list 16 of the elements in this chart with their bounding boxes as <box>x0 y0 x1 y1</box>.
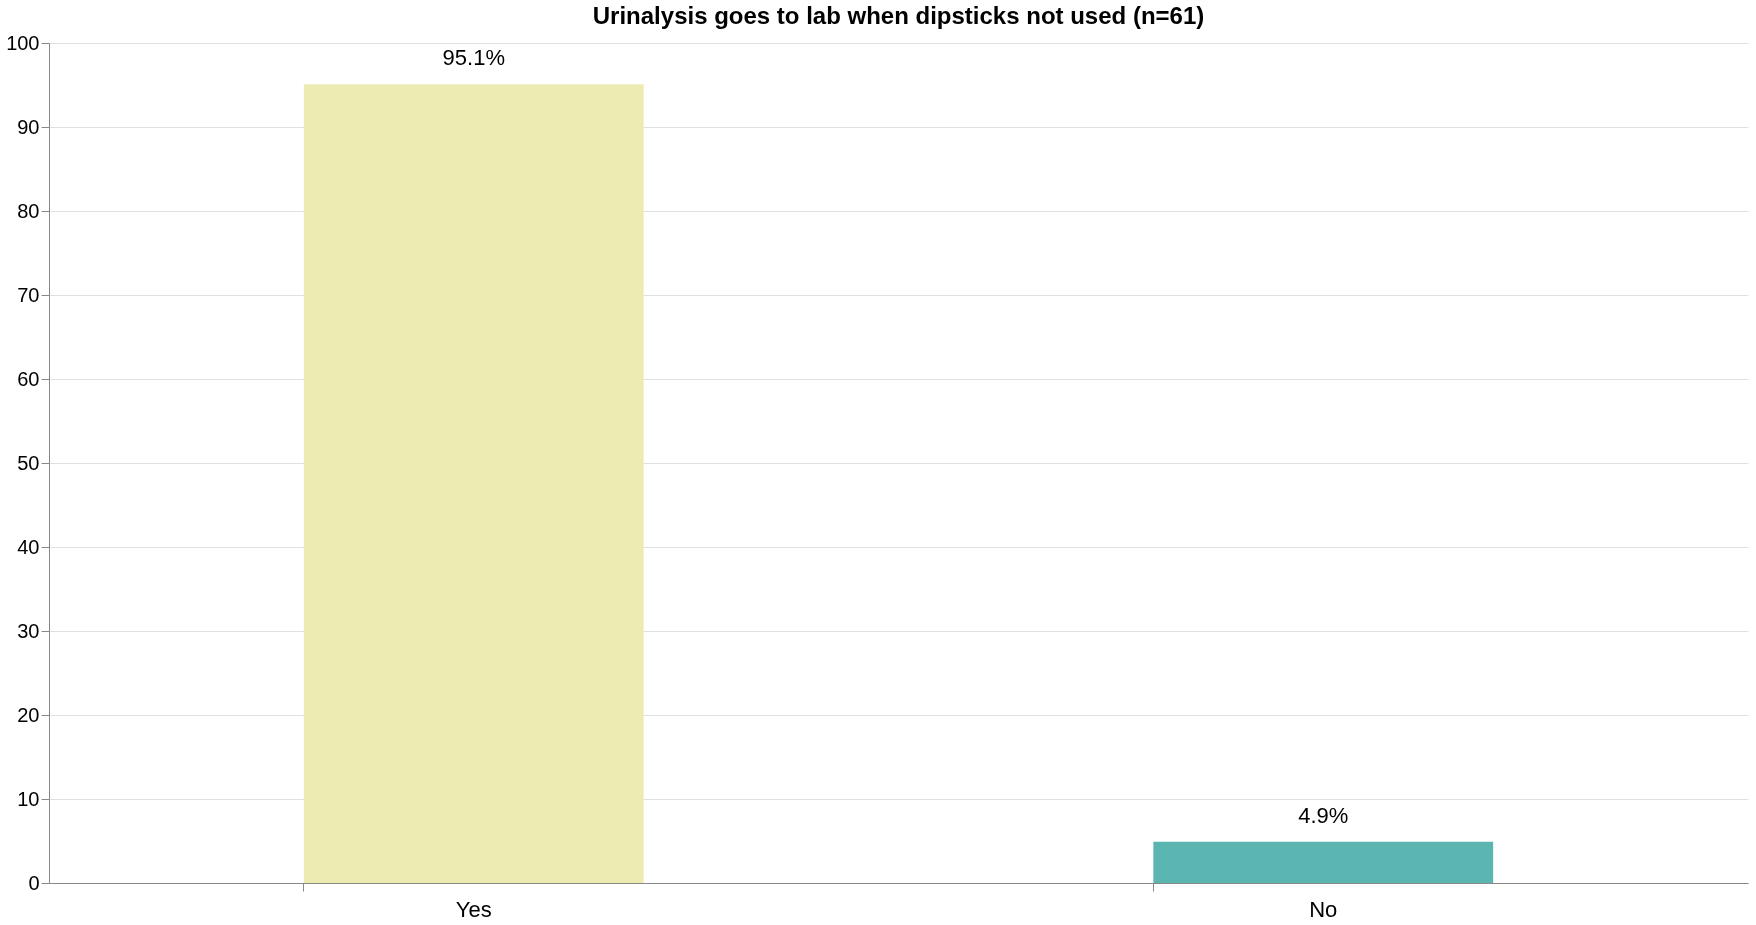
y-tick-label: 10 <box>17 787 40 810</box>
y-tick-label: 0 <box>28 871 40 894</box>
y-tick-label: 80 <box>17 199 40 222</box>
y-tick-label: 50 <box>17 451 40 474</box>
y-tick-label: 30 <box>17 619 40 642</box>
data-label: 4.9% <box>1298 802 1349 828</box>
y-tick-label: 20 <box>17 703 40 726</box>
y-tick-label: 40 <box>17 535 40 558</box>
data-label: 95.1% <box>442 45 505 71</box>
y-tick-label: 100 <box>6 31 40 54</box>
y-tick-label: 70 <box>17 283 40 306</box>
x-tick-label: Yes <box>455 896 492 922</box>
y-tick-label: 90 <box>17 115 40 138</box>
x-tick-label: No <box>1309 896 1338 922</box>
y-tick-label: 60 <box>17 367 40 390</box>
chart-title: Urinalysis goes to lab when dipsticks not used (n=61) <box>592 2 1205 29</box>
